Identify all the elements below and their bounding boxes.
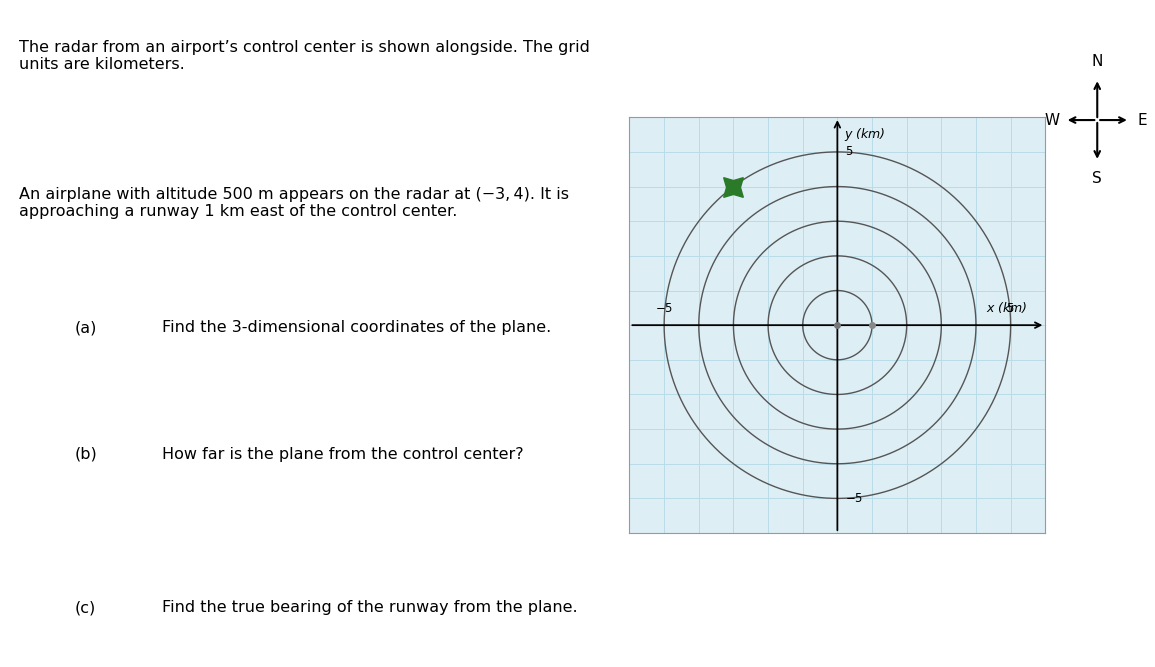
Text: The radar from an airport’s control center is shown alongside. The grid
units ar: The radar from an airport’s control cent… — [18, 40, 589, 73]
Text: How far is the plane from the control center?: How far is the plane from the control ce… — [162, 447, 523, 462]
Text: S: S — [1093, 171, 1102, 186]
Text: Find the 3-dimensional coordinates of the plane.: Find the 3-dimensional coordinates of th… — [162, 320, 551, 335]
Text: $5$: $5$ — [1006, 302, 1015, 315]
Text: N: N — [1091, 54, 1103, 69]
Text: $y$ (km): $y$ (km) — [843, 126, 885, 143]
Text: $x$ (km): $x$ (km) — [986, 300, 1028, 315]
Text: W: W — [1044, 113, 1059, 127]
Text: $-5$: $-5$ — [655, 302, 673, 315]
Text: An airplane with altitude 500 m appears on the radar at (−3, 4). It is
approachi: An airplane with altitude 500 m appears … — [18, 187, 568, 219]
Text: (b): (b) — [75, 447, 97, 462]
Text: Find the true bearing of the runway from the plane.: Find the true bearing of the runway from… — [162, 600, 578, 615]
Text: (c): (c) — [75, 600, 96, 615]
Text: $5$: $5$ — [845, 145, 854, 159]
Text: (a): (a) — [75, 320, 97, 335]
Text: E: E — [1138, 113, 1148, 127]
Text: $-5$: $-5$ — [845, 492, 863, 505]
